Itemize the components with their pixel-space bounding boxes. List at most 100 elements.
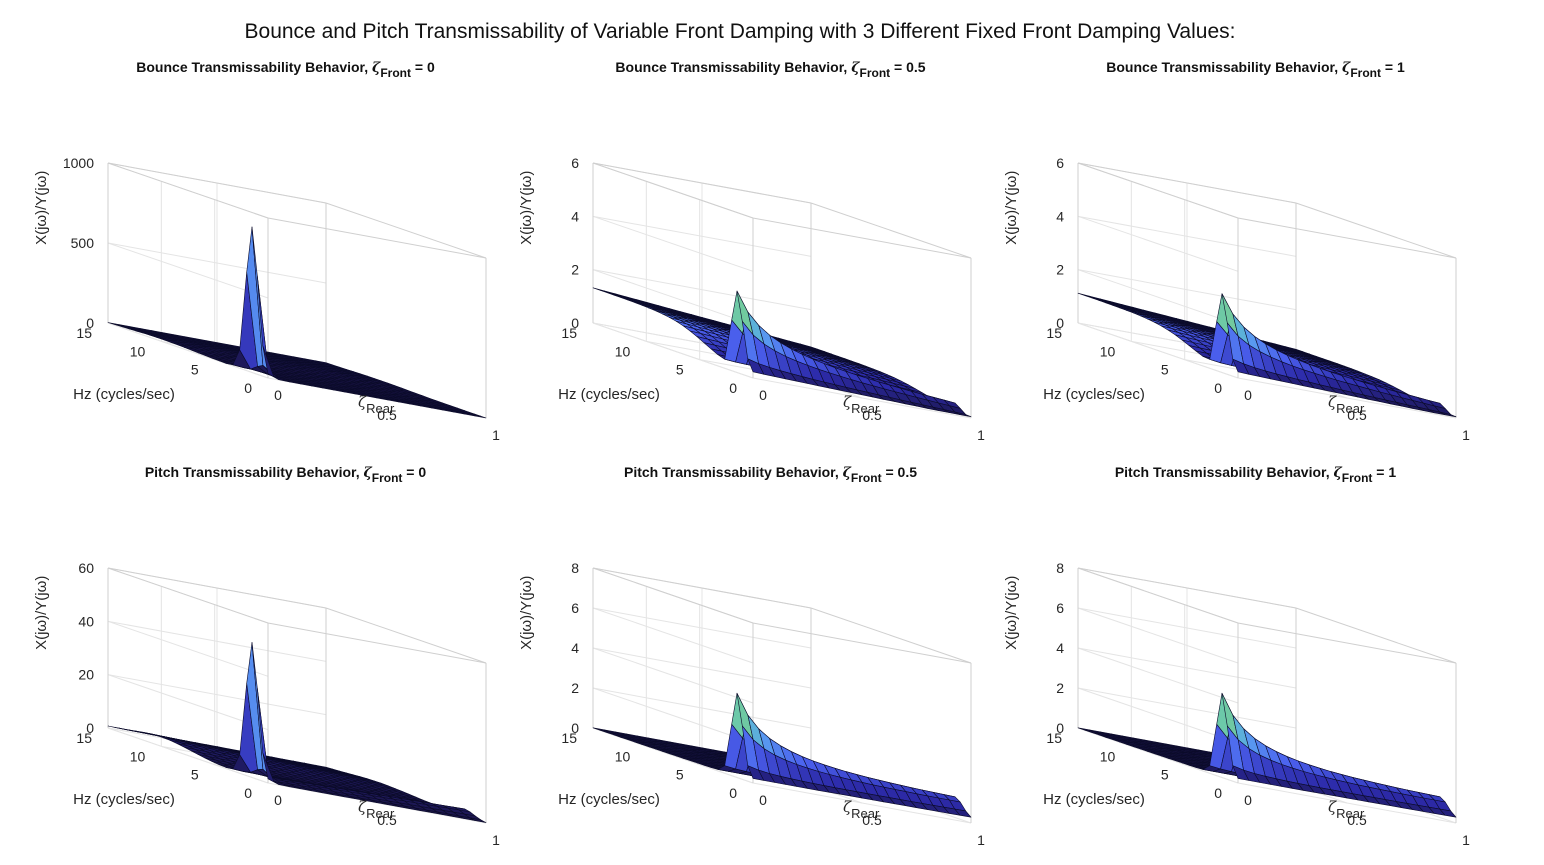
zeta-rear-tick-label: 0.5 [862,812,882,828]
z-axis-label: X(jω)/Y(jω) [1003,576,1020,650]
hz-tick-label: 5 [191,362,199,378]
zeta-rear-tick-label: 0 [274,792,282,808]
surface-mesh [107,226,487,419]
zeta-rear-tick-label: 1 [977,427,985,443]
hz-tick-label: 0 [1214,785,1222,801]
z-tick-label: 2 [571,262,579,278]
z-tick-label: 4 [1056,208,1064,224]
hz-tick-label: 15 [76,730,92,746]
surface-mesh [592,692,972,818]
z-tick-label: 0 [1056,315,1064,331]
surface-plot: Pitch Transmissability Behavior, ζFront … [1003,464,1470,848]
surface-mesh [107,642,487,823]
z-tick-label: 0 [86,315,94,331]
z-tick-label: 1000 [63,155,94,171]
zeta-rear-axis-label: ζRear [358,798,395,821]
zeta-rear-axis-label: ζRear [843,798,880,821]
z-tick-label: 500 [71,235,95,251]
hz-axis-label: Hz (cycles/sec) [73,791,175,808]
zeta-rear-tick-label: 0 [759,387,767,403]
hz-tick-label: 5 [1161,767,1169,783]
zeta-rear-tick-label: 1 [492,427,500,443]
z-axis-label: X(jω)/Y(jω) [1003,171,1020,245]
z-tick-label: 0 [571,720,579,736]
axes-box [107,162,487,418]
grid-lines [1077,567,1457,824]
z-tick-label: 4 [571,208,579,224]
surface-plot: Bounce Transmissability Behavior, ζFront… [518,59,985,443]
subplot-title: Bounce Transmissability Behavior, ζFront… [1106,59,1405,80]
z-tick-label: 0 [1056,720,1064,736]
z-tick-label: 0 [86,720,94,736]
subplot-title: Pitch Transmissability Behavior, ζFront … [624,464,917,485]
surface-mesh [1077,292,1457,418]
z-axis-label: X(jω)/Y(jω) [518,171,535,245]
hz-tick-label: 0 [1214,380,1222,396]
subplot-pitch-front-0.5: Pitch Transmissability Behavior, ζFront … [485,460,1000,865]
surface-plot: Pitch Transmissability Behavior, ζFront … [518,464,985,848]
zeta-rear-axis-label: ζRear [358,393,395,416]
z-tick-label: 2 [1056,262,1064,278]
axes-box [592,162,972,418]
subplot-title: Bounce Transmissability Behavior, ζFront… [136,59,435,80]
hz-tick-label: 0 [729,785,737,801]
z-axis-label: X(jω)/Y(jω) [518,576,535,650]
z-tick-label: 2 [1056,680,1064,696]
zeta-rear-tick-label: 0 [1244,387,1252,403]
zeta-rear-tick-label: 0.5 [862,407,882,423]
zeta-rear-tick-label: 0.5 [1347,812,1367,828]
z-tick-label: 2 [571,680,579,696]
z-tick-label: 8 [1056,560,1064,576]
zeta-rear-tick-label: 0 [274,387,282,403]
axes-box [1077,567,1457,823]
hz-tick-label: 10 [1100,748,1116,764]
z-tick-label: 6 [571,600,579,616]
hz-tick-label: 10 [130,748,146,764]
axes-box [592,567,972,823]
axes-box [107,567,487,823]
hz-tick-label: 5 [191,767,199,783]
z-tick-label: 6 [571,155,579,171]
zeta-rear-tick-label: 1 [1462,427,1470,443]
hz-tick-label: 0 [729,380,737,396]
surface-plot: Bounce Transmissability Behavior, ζFront… [33,59,500,443]
subplot-bounce-front-0: Bounce Transmissability Behavior, ζFront… [0,55,515,460]
z-tick-label: 0 [571,315,579,331]
figure-title: Bounce and Pitch Transmissability of Var… [244,20,1236,43]
grid-lines [592,162,972,419]
zeta-rear-axis-label: ζRear [1328,798,1365,821]
hz-tick-label: 0 [244,380,252,396]
hz-tick-label: 5 [676,767,684,783]
grid-lines [592,567,972,824]
hz-tick-label: 5 [676,362,684,378]
hz-tick-label: 15 [1046,730,1062,746]
subplot-title: Pitch Transmissability Behavior, ζFront … [1115,464,1397,485]
zeta-rear-axis-label: ζRear [843,393,880,416]
hz-tick-label: 10 [130,343,146,359]
hz-tick-label: 10 [615,343,631,359]
subplot-title: Pitch Transmissability Behavior, ζFront … [145,464,427,485]
surface-mesh [1077,692,1457,818]
z-tick-label: 4 [571,640,579,656]
hz-tick-label: 10 [1100,343,1116,359]
axes-box [1077,162,1457,418]
zeta-rear-tick-label: 0 [1244,792,1252,808]
zeta-rear-tick-label: 0.5 [1347,407,1367,423]
z-tick-label: 4 [1056,640,1064,656]
z-tick-label: 40 [78,613,94,629]
hz-tick-label: 15 [561,730,577,746]
hz-tick-label: 0 [244,785,252,801]
hz-tick-label: 15 [1046,325,1062,341]
grid-lines [1077,162,1457,419]
hz-axis-label: Hz (cycles/sec) [558,386,660,403]
z-axis-label: X(jω)/Y(jω) [33,171,50,245]
subplot-pitch-front-0: Pitch Transmissability Behavior, ζFront … [0,460,515,865]
z-tick-label: 6 [1056,155,1064,171]
hz-axis-label: Hz (cycles/sec) [1043,386,1145,403]
